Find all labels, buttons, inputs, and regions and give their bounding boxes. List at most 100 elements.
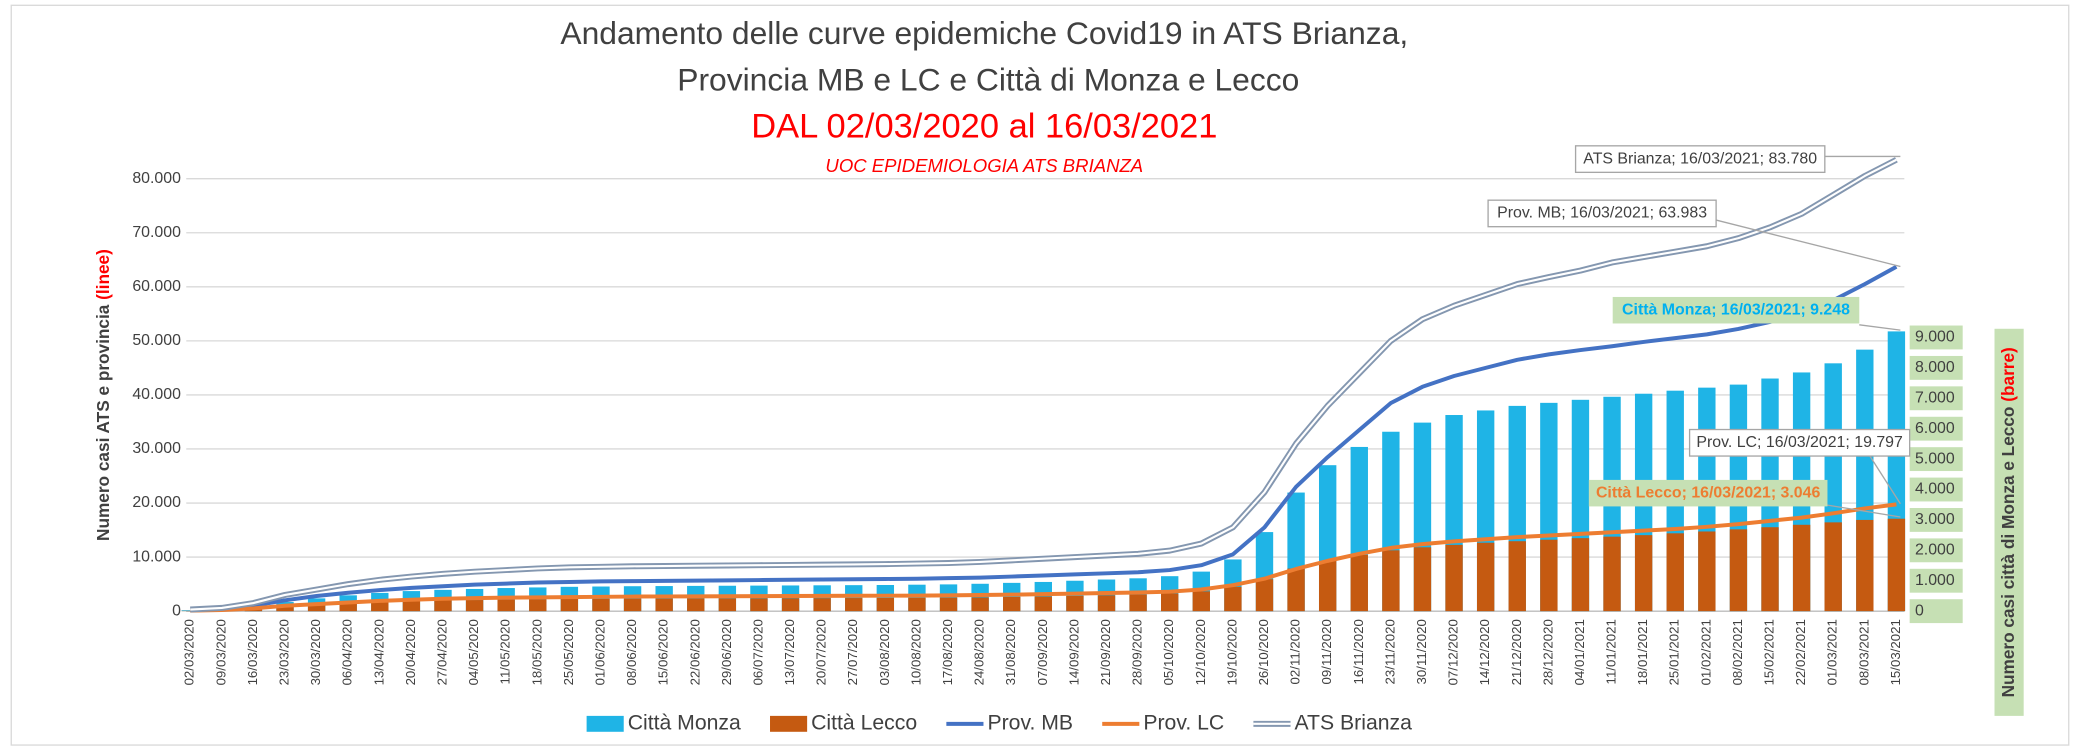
x-tick-label: 03/08/2020 <box>877 619 892 685</box>
x-tick-label: 24/08/2020 <box>972 619 987 685</box>
x-tick-label: 08/06/2020 <box>624 619 639 685</box>
legend-label: Prov. MB <box>987 711 1073 734</box>
x-tick-label: 28/12/2020 <box>1540 619 1555 685</box>
x-tick-label: 25/05/2020 <box>561 619 576 685</box>
bar <box>1255 579 1274 612</box>
bar <box>1698 531 1716 612</box>
chart-note: UOC EPIDEMIOLOGIA ATS BRIANZA <box>825 155 1143 176</box>
bar <box>655 598 673 612</box>
y-tick-label: 10.000 <box>132 548 181 565</box>
bar <box>1034 596 1053 612</box>
x-tick-label: 29/06/2020 <box>719 619 734 685</box>
y-axis-title-highlight: (linee) <box>93 249 113 300</box>
x-tick-label: 08/03/2021 <box>1856 619 1871 685</box>
x-tick-label: 08/02/2021 <box>1730 619 1745 685</box>
y2-tick-label: 1.000 <box>1915 572 1955 589</box>
x-tick-label: 16/03/2020 <box>245 619 260 685</box>
line <box>190 502 1897 613</box>
bar <box>276 606 294 612</box>
bar <box>1003 597 1021 612</box>
annotation-box <box>1612 296 1860 324</box>
x-tick-label: 12/10/2020 <box>1193 619 1208 685</box>
bar <box>1129 594 1147 612</box>
x-tick-label: 22/02/2021 <box>1793 619 1808 685</box>
x-tick-label: 02/11/2020 <box>1288 619 1303 684</box>
y-axis-title: Numero casi ATS e provincia (linee) <box>93 249 113 541</box>
y2-tick-label: 8.000 <box>1915 359 1955 376</box>
bar <box>1856 519 1874 612</box>
bar <box>1666 533 1684 612</box>
bar <box>750 598 768 612</box>
x-tick-label: 10/08/2020 <box>908 619 923 685</box>
bar <box>307 604 326 612</box>
bar <box>1824 522 1842 612</box>
y2-tick-label: 7.000 <box>1915 389 1955 406</box>
x-tick-label: 01/06/2020 <box>592 619 607 685</box>
legend-label: Prov. LC <box>1143 711 1224 734</box>
y2-axis-title-part: Numero casi città di Monza e Lecco <box>1998 402 2018 698</box>
x-tick-label: 27/07/2020 <box>845 619 860 685</box>
bar <box>1603 536 1621 612</box>
legend-swatch <box>770 715 808 732</box>
x-tick-label: 21/09/2020 <box>1098 619 1113 685</box>
x-tick-label: 18/05/2020 <box>529 619 544 685</box>
annotation-box <box>1588 479 1828 507</box>
bar <box>1413 547 1432 612</box>
chart-title: Andamento delle curve epidemiche Covid19… <box>560 15 1408 51</box>
x-tick-label: 15/03/2021 <box>1888 619 1903 685</box>
x-tick-label: 20/04/2020 <box>403 619 418 685</box>
bar <box>339 603 357 612</box>
y2-tick-mark <box>1909 599 1963 624</box>
y2-axis-title-bg <box>1994 328 2024 716</box>
x-tick-label: 04/05/2020 <box>466 619 481 685</box>
x-tick-label: 14/12/2020 <box>1477 619 1492 685</box>
y-tick-label: 0 <box>172 602 181 619</box>
x-tick-label: 19/10/2020 <box>1224 619 1239 685</box>
x-tick-label: 04/01/2021 <box>1572 619 1587 685</box>
x-tick-label: 16/11/2020 <box>1351 619 1366 684</box>
x-tick-label: 28/09/2020 <box>1130 619 1145 685</box>
bar <box>876 597 895 612</box>
annotation: Prov. MB; 16/03/2021; 63.983 <box>1497 205 1707 222</box>
x-tick-label: 13/04/2020 <box>371 619 386 685</box>
x-tick-label: 06/07/2020 <box>750 619 765 685</box>
bar <box>623 598 642 612</box>
bar <box>465 600 484 612</box>
x-tick-label: 23/03/2020 <box>277 619 292 685</box>
bar <box>1792 524 1811 612</box>
x-tick-label: 21/12/2020 <box>1509 619 1524 685</box>
x-tick-label: 27/04/2020 <box>434 619 449 685</box>
legend-label: Città Lecco <box>811 711 917 734</box>
bar <box>908 597 926 612</box>
y2-tick-label: 3.000 <box>1915 511 1955 528</box>
annotation-leader <box>1869 455 1901 505</box>
annotation-leader <box>1859 324 1901 331</box>
bar <box>1887 518 1906 612</box>
line-inner <box>190 158 1897 611</box>
x-tick-label: 07/09/2020 <box>1035 619 1050 685</box>
chart-title: Provincia MB e LC e Città di Monza e Lec… <box>677 62 1299 98</box>
y2-tick-mark <box>1909 477 1963 502</box>
x-tick-label: 01/02/2021 <box>1698 619 1713 685</box>
bar <box>1161 593 1179 612</box>
y2-tick-mark <box>1909 568 1963 593</box>
y2-tick-mark <box>1909 355 1963 380</box>
x-tick-label: 14/09/2020 <box>1066 619 1081 685</box>
x-tick-label: 30/03/2020 <box>308 619 323 685</box>
annotation-box <box>1487 199 1717 228</box>
bar <box>1224 586 1242 612</box>
bar <box>560 598 579 612</box>
legend-label: Città Monza <box>628 711 741 734</box>
annotation-box <box>1688 428 1911 457</box>
x-tick-label: 01/03/2021 <box>1825 619 1840 685</box>
bar <box>1729 529 1748 612</box>
x-tick-label: 31/08/2020 <box>1003 619 1018 685</box>
bar <box>781 598 800 612</box>
x-tick-label: 26/10/2020 <box>1256 619 1271 685</box>
bar <box>971 597 989 612</box>
bar <box>1445 544 1463 612</box>
y2-tick-label: 4.000 <box>1915 481 1955 498</box>
y2-tick-label: 2.000 <box>1915 542 1955 559</box>
bar <box>529 599 547 612</box>
